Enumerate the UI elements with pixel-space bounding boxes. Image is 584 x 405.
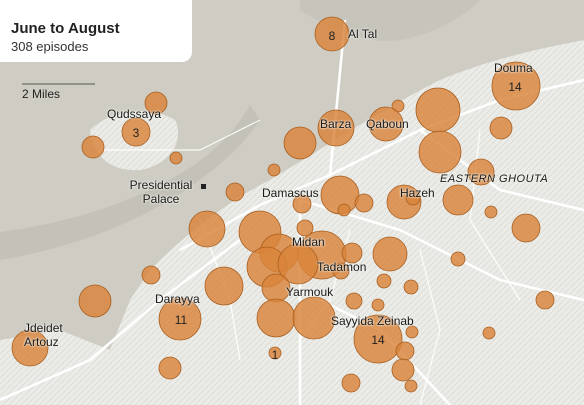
episode-bubble: [158, 297, 202, 341]
label-qudssaya: Qudssaya: [107, 107, 162, 121]
episode-bubble: [296, 219, 314, 237]
scale-label: 2 Miles: [22, 87, 61, 101]
road-east: [299, 198, 584, 302]
episode-bubble: [511, 213, 541, 243]
episode-bubble: [267, 163, 281, 177]
episode-bubble: [256, 298, 296, 338]
episode-bubble: [292, 194, 312, 214]
episode-bubble: [491, 61, 541, 111]
episode-bubble: [372, 236, 408, 272]
episode-bubble: [11, 329, 49, 367]
episode-bubble: [341, 242, 363, 264]
label-jdeidet-artouz: Jdeidet Artouz: [24, 321, 63, 349]
label-sayyida-zeinab: Sayyida Zeinab: [331, 314, 414, 328]
episode-bubble: [450, 251, 466, 267]
episode-bubble: [78, 284, 112, 318]
title-panel: [0, 0, 192, 62]
episode-bubble: [121, 117, 151, 147]
episode-bubble: [376, 273, 392, 289]
episode-bubbles: [11, 16, 555, 393]
episode-bubble: [204, 266, 244, 306]
label-jdeidet-line2: Artouz: [24, 335, 59, 349]
label-darayya: Darayya: [155, 292, 200, 306]
label-hazeh: Hazeh: [400, 186, 435, 200]
episode-bubble: [314, 16, 350, 52]
mountain-ridge: [0, 105, 260, 260]
episode-bubble: [345, 292, 363, 310]
map-subtitle: 308 episodes: [11, 39, 89, 54]
episode-bubble: [371, 298, 385, 312]
count-sayyida-zeinab: 14: [371, 333, 385, 347]
road-minor-1: [100, 119, 261, 151]
episode-bubble: [482, 326, 496, 340]
episode-bubble: [405, 325, 419, 339]
label-al-tal: Al Tal: [348, 27, 378, 41]
episode-bubble: [141, 265, 161, 285]
label-barza: Barza: [320, 117, 352, 131]
urban-area-main: [110, 40, 584, 405]
episode-bubble: [144, 91, 168, 115]
label-yarmouk: Yarmouk: [286, 285, 334, 299]
episode-bubble: [341, 373, 361, 393]
episode-bubble: [395, 341, 415, 361]
presidential-palace-marker: [201, 184, 206, 189]
count-yarmouk-south: 1: [271, 348, 279, 362]
episode-bubble: [353, 314, 403, 364]
episode-bubble: [332, 262, 350, 280]
episode-bubble: [535, 290, 555, 310]
label-eastern-ghouta: EASTERN GHOUTA: [440, 173, 549, 185]
episode-bubble: [418, 130, 462, 174]
episode-bubble: [169, 151, 183, 165]
episode-bubble: [337, 203, 351, 217]
episode-bubble: [158, 356, 182, 380]
episode-bubble: [81, 135, 105, 159]
label-presidential-line1: Presidential: [129, 178, 193, 192]
episode-bubble: [442, 184, 474, 216]
episode-bubble: [317, 109, 355, 147]
label-presidential-palace: Presidential Palace: [124, 178, 198, 206]
episode-bubble: [403, 279, 419, 295]
count-qudssaya: 3: [132, 126, 140, 140]
episode-bubble: [368, 106, 404, 142]
episode-bubble: [292, 296, 336, 340]
episode-bubble: [283, 126, 317, 160]
count-douma: 14: [508, 80, 522, 94]
road-southwest: [0, 239, 241, 402]
count-al-tal: 8: [328, 29, 336, 43]
episode-bubble: [404, 379, 418, 393]
label-midan: Midan: [292, 235, 325, 249]
count-darayya: 11: [174, 313, 188, 327]
episode-bubble: [391, 358, 415, 382]
road-minor-3: [419, 249, 441, 405]
label-douma: Douma: [494, 61, 533, 75]
episode-bubble: [225, 182, 245, 202]
episode-bubble: [415, 87, 461, 133]
map-title: June to August: [11, 20, 120, 37]
label-qaboun: Qaboun: [366, 117, 409, 131]
label-damascus: Damascus: [262, 186, 319, 200]
episode-bubble: [467, 158, 495, 186]
episode-bubble: [405, 190, 421, 206]
episode-bubble: [484, 205, 498, 219]
episode-bubble: [188, 210, 226, 248]
episode-bubble: [268, 346, 282, 360]
episode-bubble: [354, 193, 374, 213]
label-jdeidet-line1: Jdeidet: [24, 321, 63, 335]
label-presidential-line2: Palace: [142, 192, 180, 206]
episode-bubble: [489, 116, 513, 140]
label-tadamon: Tadamon: [317, 260, 367, 274]
episode-bubble: [277, 243, 319, 285]
